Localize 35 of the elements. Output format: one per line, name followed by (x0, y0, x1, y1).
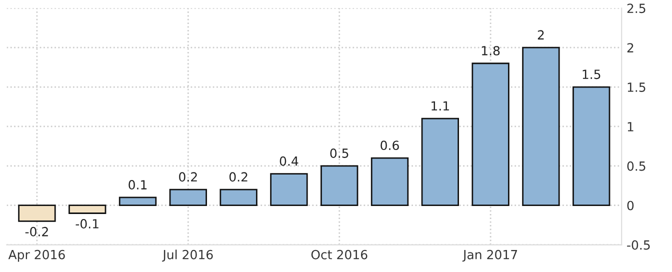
bar (68, 204, 106, 214)
x-tick-label: Apr 2016 (8, 250, 65, 262)
bar (472, 62, 510, 206)
y-tick-label: 1.5 (628, 82, 646, 92)
data-label: 0.5 (330, 148, 348, 158)
y-tick-label: -0.5 (627, 240, 650, 250)
bar (118, 196, 157, 206)
data-label: -0.1 (76, 219, 98, 228)
data-label: 1.5 (582, 70, 600, 80)
x-tick-label: Jan 2017 (462, 250, 518, 262)
y-tick-label: 2.5 (627, 4, 646, 14)
y-tick-label: 2 (627, 43, 634, 52)
y-tick-label: 0.5 (627, 161, 646, 171)
data-label: 1.8 (482, 46, 500, 56)
bar (220, 188, 258, 206)
y-tick-label: 1 (628, 122, 634, 132)
data-label: 0.1 (128, 180, 147, 190)
bar (421, 118, 459, 206)
data-label: -0.2 (25, 226, 48, 236)
bar (320, 165, 358, 206)
data-label: 2 (538, 30, 544, 40)
y-tick-label: 0 (627, 200, 634, 210)
bar (522, 46, 560, 206)
data-label: 0.4 (280, 156, 298, 166)
bar (18, 204, 56, 222)
bar (169, 188, 207, 206)
x-tick-label: Jul 2016 (162, 250, 213, 262)
data-label: 0.6 (380, 140, 399, 150)
bar (370, 157, 409, 206)
data-label: 0.2 (229, 172, 248, 182)
data-label: 1.1 (432, 101, 449, 110)
data-label: 0.2 (179, 172, 197, 182)
bar (270, 173, 308, 206)
x-tick-label: Oct 2016 (311, 250, 368, 260)
bar (572, 86, 610, 206)
